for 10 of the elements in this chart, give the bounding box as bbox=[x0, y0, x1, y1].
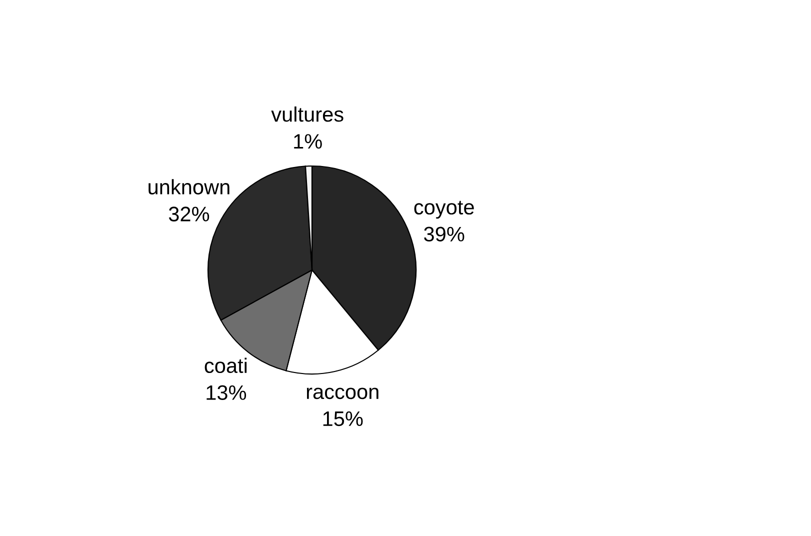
slice-label: coati bbox=[204, 358, 247, 374]
slice-label: coyote bbox=[414, 200, 474, 219]
slice-label: vultures bbox=[271, 106, 344, 122]
data-label: 32% bbox=[168, 206, 210, 222]
slice-label: unknown bbox=[148, 179, 230, 194]
data-label: 39% bbox=[424, 226, 464, 242]
data-label: 13% bbox=[206, 385, 246, 400]
slice-label: raccoon bbox=[306, 388, 378, 400]
data-label: 1% bbox=[294, 134, 322, 149]
data-label: 15% bbox=[323, 411, 363, 426]
